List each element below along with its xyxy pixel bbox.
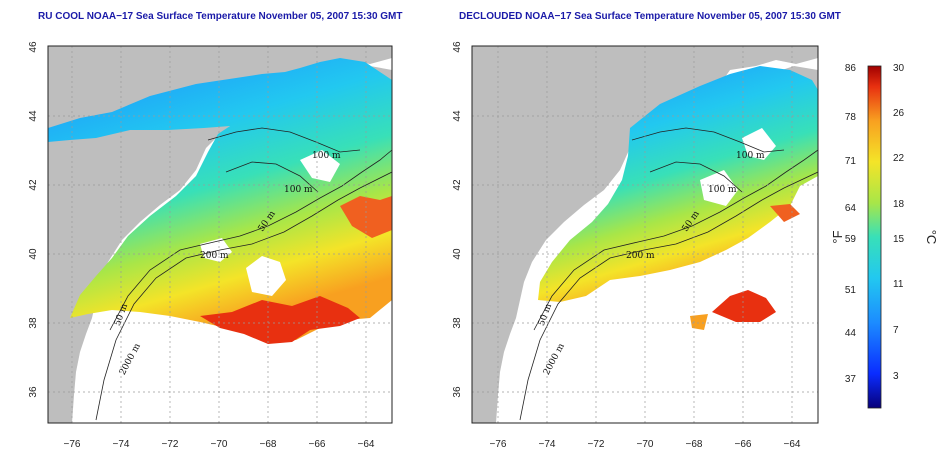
x-tick-label: −72 xyxy=(588,439,605,450)
fahrenheit-tick: 37 xyxy=(845,374,857,385)
cloud-gap xyxy=(200,238,232,262)
y-tick-label: 36 xyxy=(28,386,39,398)
x-axis-ticks: −76 −74 −72 −70 −68 −66 −64 xyxy=(64,439,375,450)
fahrenheit-tick: 78 xyxy=(845,112,857,123)
celsius-tick: 15 xyxy=(893,234,905,245)
y-tick-label: 44 xyxy=(28,110,39,122)
y-axis-ticks: 36 38 40 42 44 46 xyxy=(28,41,39,398)
celsius-tick: 30 xyxy=(893,63,905,74)
contour-label: 200 m xyxy=(200,251,229,261)
map-title-right: DECLOUDED NOAA−17 Sea Surface Temperatur… xyxy=(459,11,841,22)
bathymetry-contour xyxy=(649,161,743,193)
x-tick-label: −68 xyxy=(260,439,277,450)
cloud-gap xyxy=(300,150,340,182)
y-tick-label: 42 xyxy=(28,179,39,191)
bathymetry-contour xyxy=(519,171,818,421)
fahrenheit-tick: 51 xyxy=(845,285,857,296)
map-frame xyxy=(471,45,819,424)
celsius-tick: 18 xyxy=(893,199,905,210)
graticule xyxy=(48,46,392,423)
bathymetry-contour xyxy=(533,149,818,331)
warm-patch xyxy=(690,314,708,330)
contour-label: 100 m xyxy=(708,185,737,195)
y-tick-label: 46 xyxy=(28,41,39,53)
x-tick-label: −66 xyxy=(735,439,752,450)
celsius-tick: 22 xyxy=(893,153,905,164)
y-axis-ticks: 36 38 40 42 44 46 xyxy=(452,41,463,398)
map-title-left: RU COOL NOAA−17 Sea Surface Temperature … xyxy=(38,11,403,22)
x-tick-label: −68 xyxy=(686,439,703,450)
sst-field xyxy=(48,58,392,342)
x-tick-label: −74 xyxy=(113,439,130,450)
x-tick-label: −64 xyxy=(358,439,375,450)
y-tick-label: 40 xyxy=(452,248,463,260)
contour-label: 200 m xyxy=(626,251,655,261)
x-tick-label: −76 xyxy=(64,439,81,450)
bathymetry-contour xyxy=(207,127,361,153)
x-tick-label: −70 xyxy=(637,439,654,450)
fahrenheit-tick: 44 xyxy=(845,328,857,339)
y-tick-label: 42 xyxy=(452,179,463,191)
colorbar-gradient xyxy=(867,65,882,409)
x-tick-label: −74 xyxy=(539,439,556,450)
fahrenheit-tick: 59 xyxy=(845,234,857,245)
warm-water xyxy=(712,290,776,322)
contour-label: 100 m xyxy=(312,151,341,161)
warm-water xyxy=(200,296,360,344)
contour-label: 100 m xyxy=(284,185,313,195)
fahrenheit-tick: 71 xyxy=(845,156,857,167)
y-tick-label: 46 xyxy=(452,41,463,53)
map-frame xyxy=(47,45,393,424)
fahrenheit-tick: 64 xyxy=(845,203,857,214)
colorbar-c-ticks: 30 26 22 18 15 11 7 3 xyxy=(893,63,905,382)
x-tick-label: −76 xyxy=(490,439,507,450)
y-tick-label: 38 xyxy=(28,317,39,329)
cloud-gap xyxy=(246,256,286,296)
sst-map-left: 100 m 100 m 50 m 200 m 50 m 2000 m −76 −… xyxy=(28,41,393,450)
x-tick-label: −64 xyxy=(784,439,801,450)
fahrenheit-unit: °F xyxy=(830,230,845,243)
colorbar-f-ticks: 86 78 71 64 59 51 44 37 xyxy=(845,63,857,385)
fahrenheit-tick: 86 xyxy=(845,63,857,74)
colorbar: 86 78 71 64 59 51 44 37 30 26 22 18 15 1… xyxy=(830,63,939,409)
celsius-tick: 26 xyxy=(893,108,905,119)
bathymetry-contour xyxy=(225,161,319,193)
warm-water-east xyxy=(770,204,800,222)
y-tick-label: 44 xyxy=(452,110,463,122)
bathymetry-contour xyxy=(631,127,785,153)
sst-field xyxy=(538,66,818,302)
celsius-unit: °C xyxy=(924,230,939,245)
x-axis-ticks: −76 −74 −72 −70 −68 −66 −64 xyxy=(490,439,801,450)
sst-map-right: 100 m 100 m 50 m 200 m 50 m 2000 m −76 −… xyxy=(452,41,819,450)
x-tick-label: −72 xyxy=(162,439,179,450)
x-tick-label: −66 xyxy=(309,439,326,450)
y-tick-label: 40 xyxy=(28,248,39,260)
celsius-tick: 3 xyxy=(893,371,899,382)
bathymetry-contour xyxy=(95,171,392,421)
y-tick-label: 36 xyxy=(452,386,463,398)
contour-label: 100 m xyxy=(736,151,765,161)
y-tick-label: 38 xyxy=(452,317,463,329)
x-tick-label: −70 xyxy=(211,439,228,450)
land-mass xyxy=(472,46,818,423)
celsius-tick: 11 xyxy=(893,279,904,290)
celsius-tick: 7 xyxy=(893,325,899,336)
land-mass xyxy=(48,46,392,423)
cloud-gap xyxy=(700,170,738,206)
